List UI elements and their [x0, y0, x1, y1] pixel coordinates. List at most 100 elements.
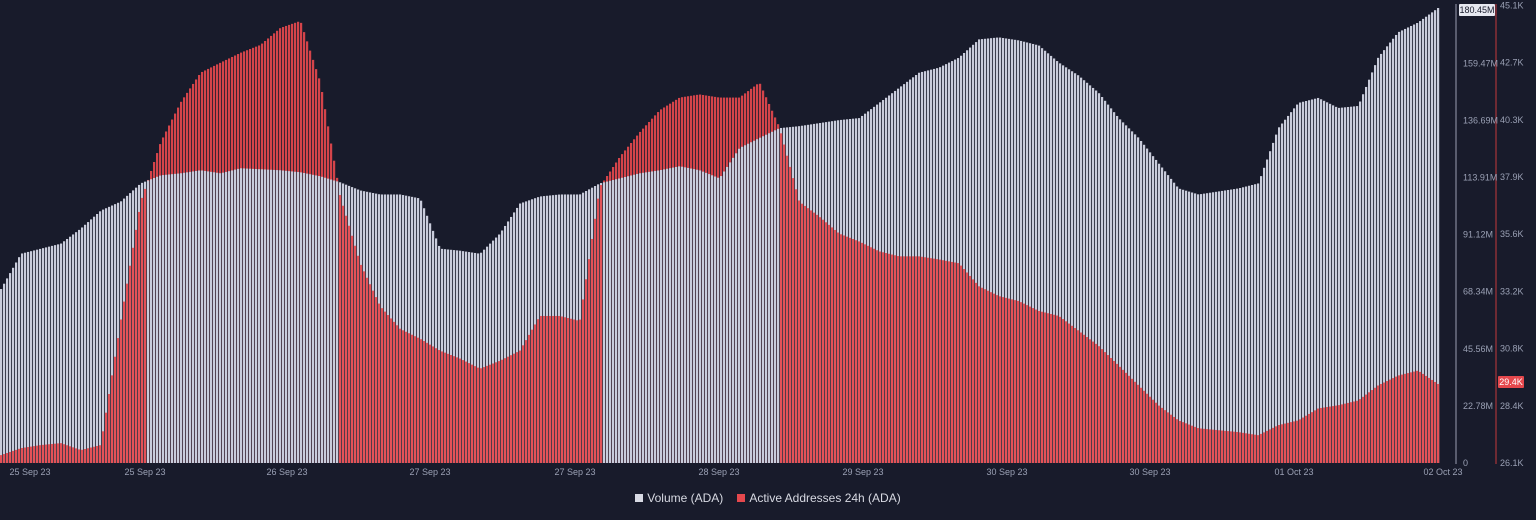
active-addresses-bar: [1362, 396, 1365, 463]
active-addresses-bar: [12, 450, 15, 463]
x-tick-label: 27 Sep 23: [554, 467, 595, 477]
left-tick-label: 113.91M: [1463, 173, 1497, 183]
volume-bar: [495, 237, 498, 463]
volume-bar: [1152, 156, 1155, 463]
active-addresses-bar: [1326, 407, 1329, 463]
active-addresses-bar: [1203, 428, 1206, 463]
active-addresses-bar: [102, 431, 105, 463]
volume-bar: [678, 166, 681, 464]
active-addresses-bar: [1170, 414, 1173, 463]
active-addresses-bar: [861, 242, 864, 463]
active-addresses-bar: [576, 320, 579, 463]
active-addresses-bar: [33, 446, 36, 463]
active-addresses-bar: [939, 259, 942, 463]
active-addresses-bar: [924, 257, 927, 463]
active-addresses-bar: [1071, 325, 1074, 463]
volume-bar: [1281, 123, 1284, 464]
active-current-badge: 29.4K: [1498, 376, 1524, 388]
volume-bar: [330, 179, 333, 464]
active-addresses-bar: [1329, 406, 1332, 463]
active-addresses-bar: [567, 318, 570, 463]
legend-item-volume[interactable]: Volume (ADA): [635, 491, 723, 505]
active-addresses-bar: [1026, 305, 1029, 463]
volume-bar: [192, 171, 195, 463]
active-addresses-bar: [1158, 405, 1161, 463]
active-addresses-bar: [345, 215, 348, 463]
left-tick-label: 91.12M: [1463, 230, 1493, 240]
active-addresses-bar: [441, 351, 444, 463]
volume-bar: [1401, 30, 1404, 463]
volume-bar: [72, 234, 75, 463]
active-addresses-bar: [1359, 399, 1362, 463]
active-addresses-bar: [117, 338, 120, 463]
volume-bar: [465, 251, 468, 463]
volume-bar: [1092, 87, 1095, 463]
active-addresses-bar: [135, 229, 138, 463]
active-addresses-bar: [1248, 433, 1251, 463]
active-addresses-bar: [132, 247, 135, 463]
volume-bar: [1002, 37, 1005, 463]
active-addresses-bar: [915, 256, 918, 463]
volume-bar: [504, 225, 507, 463]
volume-bar: [1230, 189, 1233, 463]
active-addresses-bar: [462, 360, 465, 463]
volume-bar: [297, 172, 300, 463]
volume-bar: [1101, 97, 1104, 463]
volume-bar: [648, 171, 651, 463]
volume-bar: [156, 176, 159, 463]
volume-bar: [954, 59, 957, 463]
active-addresses-bar: [969, 275, 972, 463]
volume-bar: [1143, 144, 1146, 464]
volume-bar: [1104, 100, 1107, 464]
left-tick-label: 45.56M: [1463, 344, 1493, 354]
volume-bar: [117, 202, 120, 463]
active-addresses-bar: [1122, 369, 1125, 463]
volume-bar: [732, 157, 735, 463]
volume-bar: [771, 131, 774, 463]
active-addresses-bar: [72, 447, 75, 463]
active-addresses-bar: [984, 289, 987, 463]
volume-bar: [15, 262, 18, 463]
volume-bar: [666, 168, 669, 463]
volume-bar: [291, 171, 294, 463]
active-addresses-bar: [1218, 430, 1221, 463]
legend-item-active-addresses[interactable]: Active Addresses 24h (ADA): [737, 491, 901, 505]
volume-bar: [414, 197, 417, 463]
active-addresses-bar: [1104, 352, 1107, 463]
volume-bar: [30, 251, 33, 463]
volume-bar: [1260, 176, 1263, 464]
volume-bar: [1359, 101, 1362, 463]
active-addresses-bar: [129, 265, 132, 463]
volume-bar: [1041, 48, 1044, 464]
volume-bar: [1377, 57, 1380, 464]
active-addresses-bar: [0, 455, 3, 463]
volume-bar: [498, 234, 501, 463]
volume-bar: [1014, 39, 1017, 463]
volume-bar: [1389, 42, 1392, 463]
volume-bar: [159, 175, 162, 463]
active-addresses-bar: [1116, 363, 1119, 463]
volume-bar: [90, 219, 93, 463]
volume-bar: [456, 250, 459, 463]
active-addresses-bar: [21, 447, 24, 463]
active-addresses-bar: [63, 444, 66, 463]
volume-bar: [1119, 119, 1122, 463]
volume-bar: [516, 207, 519, 463]
volume-bar: [708, 174, 711, 463]
volume-bar: [210, 171, 213, 464]
active-addresses-bar: [780, 133, 783, 464]
active-addresses-bar: [798, 200, 801, 463]
volume-bar: [960, 55, 963, 463]
active-addresses-bar: [1020, 302, 1023, 463]
volume-bar: [294, 171, 297, 464]
active-addresses-bar: [429, 344, 432, 463]
volume-bar: [486, 246, 489, 463]
active-addresses-bar: [1149, 396, 1152, 463]
active-addresses-bar: [1083, 334, 1086, 463]
active-addresses-bar: [570, 318, 573, 463]
active-addresses-bar: [801, 203, 804, 463]
active-addresses-bar: [1032, 308, 1035, 463]
active-addresses-bar: [399, 328, 402, 463]
active-addresses-bar: [1137, 384, 1140, 463]
active-addresses-bar: [459, 358, 462, 463]
